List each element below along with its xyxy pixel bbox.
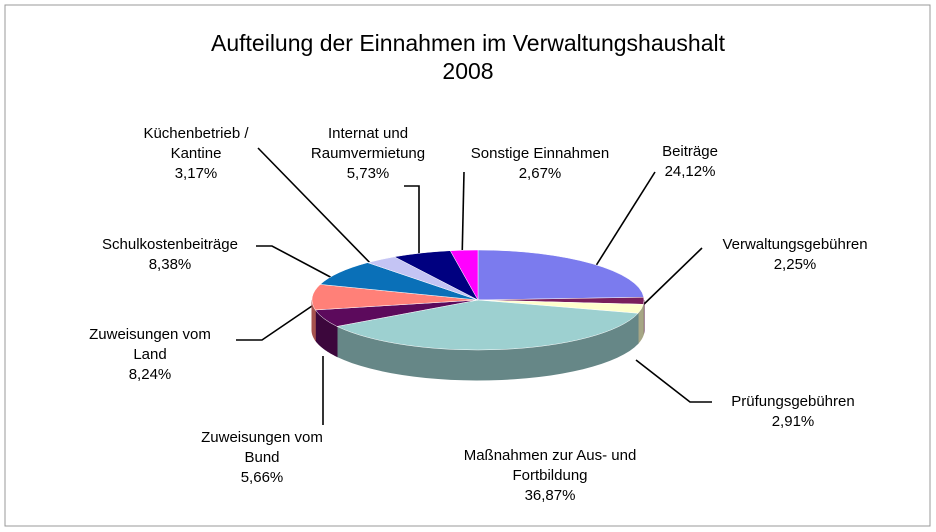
value-label: 5,66% (240, 469, 284, 486)
value-label: 36,87% (524, 487, 576, 504)
category-label: Beiträge (662, 143, 718, 160)
slice-label: Zuweisungen vom Land 8,24% (75, 325, 225, 385)
slice-label: Verwaltungsgebühren 2,25% (695, 235, 895, 275)
chart-subtitle: 2008 (442, 58, 494, 84)
slice-label: Küchenbetrieb / Kantine 3,17% (126, 124, 266, 184)
value-label: 2,67% (518, 165, 562, 182)
value-label: 3,17% (174, 165, 218, 182)
value-label: 24,12% (664, 163, 716, 180)
slice (449, 249, 479, 301)
slice-label: Zuweisungen vom Bund 5,66% (192, 428, 332, 488)
leader-lines (236, 147, 712, 425)
category-label: Internat und Raumvermietung (310, 125, 426, 162)
leader-line (236, 305, 313, 341)
slice (477, 249, 645, 301)
slice-label: Schulkostenbeiträge 8,38% (80, 235, 260, 275)
value-label: 2,25% (773, 256, 817, 273)
category-label: Verwaltungsgebühren (722, 236, 868, 253)
category-label: Küchenbetrieb / Kantine (143, 125, 249, 162)
leader-line (404, 185, 420, 258)
value-label: 8,38% (148, 256, 192, 273)
category-label: Maßnahmen zur Aus- und Fortbildung (463, 447, 637, 484)
leader-line (635, 359, 712, 403)
category-label: Prüfungsgebühren (731, 393, 855, 410)
pie (311, 249, 645, 381)
slice-label: Prüfungsgebühren 2,91% (693, 392, 893, 432)
leader-line (461, 171, 465, 263)
value-label: 2,91% (771, 413, 815, 430)
slice-label: Beiträge 24,12% (630, 142, 750, 182)
leader-line (639, 247, 703, 309)
chart-title: Aufteilung der Einnahmen im Verwaltungsh… (211, 30, 725, 56)
slice-label: Internat und Raumvermietung 5,73% (303, 124, 433, 184)
slice (311, 284, 479, 311)
slice-label: Maßnahmen zur Aus- und Fortbildung 36,87% (460, 446, 640, 506)
leader-line (591, 171, 656, 273)
category-label: Sonstige Einnahmen (470, 145, 610, 162)
slice (319, 262, 479, 301)
leader-line (256, 245, 337, 281)
value-label: 5,73% (346, 165, 390, 182)
leader-line (257, 147, 376, 269)
category-label: Zuweisungen vom Land (89, 326, 211, 363)
value-label: 8,24% (128, 366, 172, 383)
category-label: Schulkostenbeiträge (102, 236, 238, 253)
category-label: Zuweisungen vom Bund (201, 429, 323, 466)
slice-label: Sonstige Einnahmen 2,67% (450, 144, 630, 184)
